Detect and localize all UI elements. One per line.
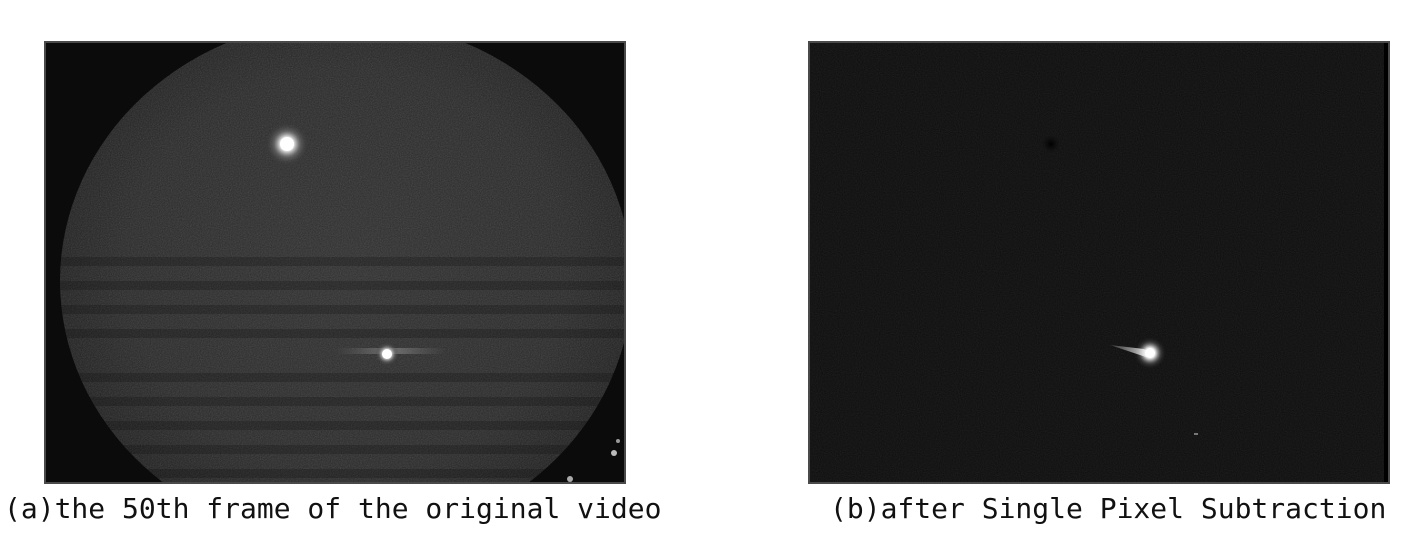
caption-original-frame: (a)the 50th frame of the original video — [4, 492, 662, 525]
panel-subtracted-frame — [808, 41, 1390, 484]
caption-subtracted-frame: (b)after Single Pixel Subtraction — [830, 492, 1387, 525]
panel-original-frame — [44, 41, 626, 484]
original-frame-image — [44, 41, 626, 484]
original-frame-drawing — [46, 43, 624, 482]
subtracted-frame-image — [808, 41, 1390, 484]
subtracted-frame-drawing — [810, 43, 1388, 482]
